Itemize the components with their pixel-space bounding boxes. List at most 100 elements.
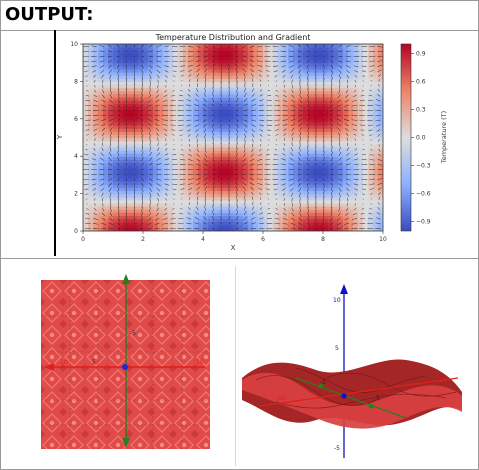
- heatmap-cell: [113, 153, 119, 157]
- heatmap-cell: [143, 218, 149, 223]
- heatmap-cell: [333, 96, 339, 101]
- gradient-arrow: [353, 70, 359, 73]
- heatmap-cell: [273, 100, 279, 104]
- heatmap-cell: [363, 202, 369, 207]
- heatmap-cell: [208, 149, 214, 154]
- heatmap-cell: [338, 115, 344, 120]
- heatmap-cell: [143, 206, 149, 210]
- gradient-arrow: [147, 222, 152, 226]
- gradient-arrow: [346, 137, 349, 142]
- heatmap-cell: [158, 96, 164, 101]
- heatmap-cell: [323, 96, 329, 101]
- heatmap-cell: [343, 202, 349, 207]
- heatmap-cell: [158, 224, 164, 229]
- heatmap-cell: [378, 78, 383, 82]
- heatmap-cell: [328, 227, 334, 231]
- heatmap-cell: [98, 162, 104, 167]
- heatmap-cell: [198, 153, 204, 157]
- gradient-arrow: [243, 92, 247, 98]
- heatmap-cell: [228, 212, 234, 217]
- heatmap-cell: [158, 209, 164, 213]
- heatmap-cell: [338, 134, 344, 139]
- heatmap-cell: [358, 112, 364, 117]
- heatmap-cell: [293, 59, 299, 64]
- gradient-arrow: [196, 153, 200, 158]
- heatmap-cell: [248, 227, 254, 231]
- gradient-arrow: [108, 44, 112, 48]
- heatmap-cell: [228, 68, 234, 73]
- heatmap-cell: [363, 221, 369, 226]
- gradient-arrow: [329, 109, 333, 112]
- gradient-arrow: [117, 182, 120, 187]
- heatmap-cell: [198, 84, 204, 89]
- heatmap-cell: [163, 159, 169, 164]
- heatmap-cell: [368, 227, 374, 231]
- heatmap-cell: [188, 190, 194, 195]
- gradient-arrow: [228, 109, 230, 111]
- heatmap-cell: [328, 224, 334, 229]
- heatmap-cell: [278, 159, 284, 164]
- heatmap-cell: [328, 184, 334, 188]
- heatmap-cell: [198, 118, 204, 123]
- heatmap-cell: [128, 47, 134, 51]
- heatmap-cell: [308, 118, 314, 123]
- heatmap-cell: [233, 196, 239, 201]
- heatmap-cell: [203, 159, 209, 164]
- gradient-arrow: [156, 178, 162, 181]
- heatmap-cell: [203, 153, 209, 157]
- heatmap-cell: [308, 96, 314, 101]
- heatmap-cell: [268, 156, 274, 160]
- heatmap-cell: [378, 50, 383, 54]
- heatmap-cell: [93, 62, 99, 67]
- heatmap-cell: [208, 221, 214, 226]
- heatmap-cell: [333, 165, 339, 170]
- heatmap-cell: [298, 196, 304, 201]
- heatmap-cell: [103, 59, 109, 64]
- gradient-arrow: [179, 183, 186, 185]
- gradient-arrow: [147, 104, 152, 108]
- heatmap-cell: [358, 184, 364, 188]
- heatmap-cell: [118, 221, 124, 226]
- gradient-arrow: [228, 59, 230, 63]
- heatmap-cell: [373, 168, 379, 173]
- heatmap-cell: [153, 81, 159, 86]
- heatmap-cell: [108, 115, 114, 120]
- heatmap-cell: [328, 109, 334, 114]
- heatmap-cell: [133, 218, 139, 223]
- heatmap-cell: [348, 121, 354, 126]
- gradient-arrow: [171, 213, 176, 215]
- heatmap-cell: [368, 165, 374, 170]
- heatmap-cell: [288, 131, 294, 135]
- heatmap-cell: [273, 121, 279, 126]
- heatmap-cell: [273, 112, 279, 117]
- heatmap-cell: [133, 168, 139, 173]
- gradient-arrow: [211, 119, 215, 122]
- gradient-arrow: [178, 124, 184, 126]
- heatmap-cell: [288, 112, 294, 117]
- heatmap-cell: [308, 146, 314, 151]
- heatmap-cell: [253, 118, 259, 123]
- gradient-arrow: [197, 143, 199, 148]
- heatmap-cell: [118, 62, 124, 67]
- heatmap-cell: [238, 87, 244, 92]
- gradient-arrow: [141, 131, 143, 137]
- heatmap-cell: [313, 62, 319, 67]
- gradient-arrow: [249, 163, 255, 166]
- heatmap-cell: [168, 181, 174, 185]
- gradient-arrow: [330, 60, 334, 63]
- heatmap-cell: [348, 131, 354, 135]
- heatmap-cell: [213, 75, 219, 79]
- gradient-arrow: [173, 198, 175, 200]
- heatmap-cell: [363, 215, 369, 220]
- gradient-arrow: [346, 147, 349, 152]
- heatmap-cell: [88, 184, 94, 188]
- heatmap-cell: [348, 143, 354, 148]
- heatmap-cell: [318, 215, 324, 220]
- heatmap-cell: [338, 84, 344, 89]
- heatmap-cell: [353, 218, 359, 223]
- heatmap-cell: [293, 199, 299, 204]
- heatmap-cell: [153, 44, 159, 48]
- heatmap-cell: [378, 181, 383, 185]
- heatmap-cell: [203, 93, 209, 98]
- heatmap-cell: [153, 199, 159, 204]
